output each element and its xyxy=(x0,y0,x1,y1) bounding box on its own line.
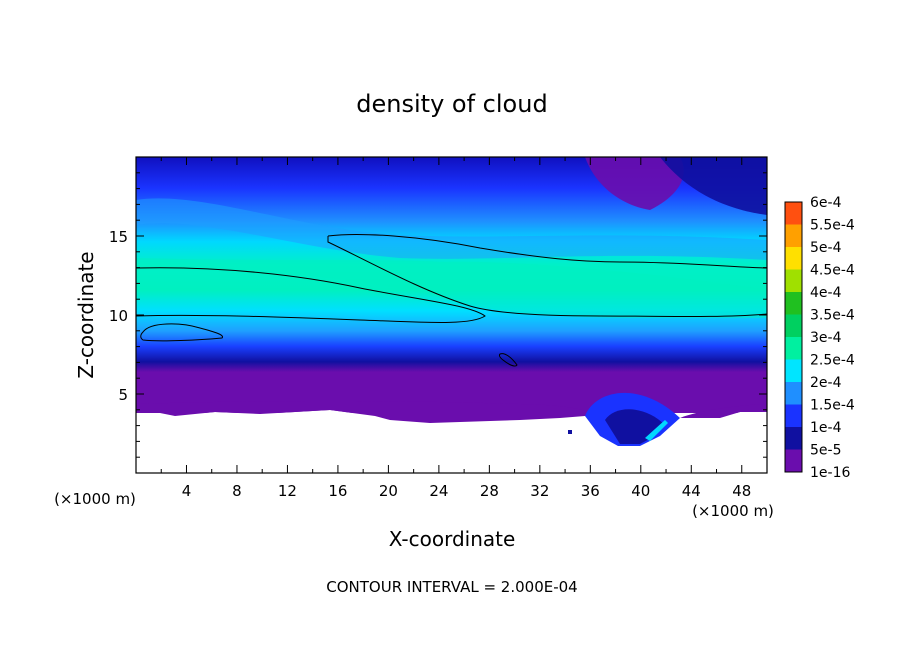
density-field xyxy=(136,157,767,473)
x-axis-label: X-coordinate xyxy=(389,527,516,551)
x-tick-label: 24 xyxy=(429,482,448,500)
colorbar-frame xyxy=(784,201,803,473)
x-tick-label: 4 xyxy=(182,482,192,500)
colorbar-label: 2e-4 xyxy=(810,375,842,391)
contour-lines xyxy=(135,234,768,367)
x-tick-label: 20 xyxy=(379,482,398,500)
colorbar-swatch xyxy=(785,314,802,337)
colorbar-swatch xyxy=(785,382,802,405)
colorbar-label: 5e-5 xyxy=(810,443,841,459)
contour-line-small-loop xyxy=(498,353,518,367)
y-tick-label: 15 xyxy=(109,228,128,246)
colorbar-label: 4.5e-4 xyxy=(810,263,855,279)
colorbar-swatch xyxy=(785,359,802,382)
x-tick-label: 32 xyxy=(530,482,549,500)
x-unit-right: (×1000 m) xyxy=(692,502,774,520)
colorbar-swatch xyxy=(785,292,802,315)
colorbar-swatch xyxy=(785,427,802,450)
x-tick-label: 40 xyxy=(631,482,650,500)
colorbar-swatch xyxy=(785,337,802,360)
colorbar-label: 1.5e-4 xyxy=(810,398,855,414)
colorbar-swatch xyxy=(785,269,802,292)
x-tick-label: 44 xyxy=(682,482,701,500)
colorbar-swatch xyxy=(785,247,802,270)
x-tick-label: 28 xyxy=(480,482,499,500)
colorbar-swatch xyxy=(785,224,802,247)
colorbar-label: 1e-16 xyxy=(810,465,850,481)
x-tick-label: 48 xyxy=(732,482,751,500)
contour-line-lower xyxy=(135,267,486,323)
colorbar-label: 6e-4 xyxy=(810,195,842,211)
colorbar-label: 2.5e-4 xyxy=(810,353,855,369)
y-tick-label: 10 xyxy=(109,307,128,325)
colorbar-label: 1e-4 xyxy=(810,420,842,436)
colorbar-label: 5.5e-4 xyxy=(810,218,855,234)
colorbar-swatch xyxy=(785,404,802,427)
y-tick-label: 5 xyxy=(118,386,128,404)
contour-line-upper xyxy=(327,234,768,269)
colorbar-swatch xyxy=(785,449,802,472)
x-tick-label: 16 xyxy=(328,482,347,500)
contour-line-left-loop xyxy=(140,323,224,342)
colorbar: 1e-16 5e-5 1e-4 1.5e-4 2e-4 2.5e-4 3e-4 3.5e-4 4… xyxy=(784,195,855,481)
x-tick-label: 8 xyxy=(232,482,242,500)
x-tick-label: 36 xyxy=(581,482,600,500)
contour-line-upper-tongue xyxy=(327,236,768,317)
colorbar-swatch xyxy=(785,202,802,225)
colorbar-label: 3e-4 xyxy=(810,330,842,346)
colorbar-label: 5e-4 xyxy=(810,240,842,256)
colorbar-label: 3.5e-4 xyxy=(810,308,855,324)
x-axis: 4 8 12 16 20 24 28 32 36 40 44 48 xyxy=(160,157,751,500)
y-axis: 5 10 15 xyxy=(109,172,767,458)
contour-interval-note: CONTOUR INTERVAL = 2.000E-04 xyxy=(326,578,577,596)
x-unit-left: (×1000 m) xyxy=(54,490,136,508)
y-axis-label: Z-coordinate xyxy=(74,251,98,378)
chart-title: density of cloud xyxy=(356,90,547,118)
x-tick-label: 12 xyxy=(278,482,297,500)
colorbar-label: 4e-4 xyxy=(810,285,842,301)
